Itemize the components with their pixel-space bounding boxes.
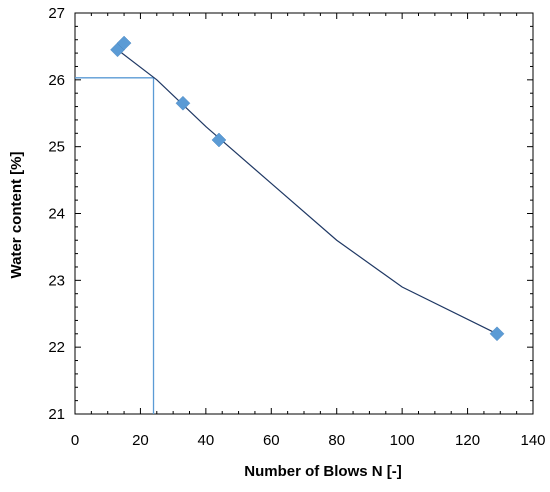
plot-frame [74,12,534,415]
y-tick-label: 23 [48,272,65,289]
x-tick-label: 80 [328,432,345,449]
x-axis-title: Number of Blows N [-] [244,463,402,480]
y-tick-label: 22 [48,339,65,356]
y-tick-label: 21 [48,406,65,423]
x-tick-label: 120 [455,432,480,449]
data-point-marker [489,326,505,342]
x-tick-label: 140 [520,432,545,449]
y-tick-label: 27 [48,5,65,22]
guide-line [75,77,155,414]
y-tick-label: 26 [48,72,65,89]
y-axis-title: Water content [%] [8,152,25,279]
plot-area: 0 20 40 60 80 100 120 140 21 22 23 24 25 26 27 [48,5,545,449]
y-tick-label: 24 [48,206,65,223]
trendline [117,49,498,335]
y-tick-label: 25 [48,139,65,156]
x-tick-label: 40 [198,432,215,449]
data-point-marker [211,132,227,148]
x-tick-label: 60 [263,432,280,449]
data-point-marker [175,95,191,111]
data-point-marker [116,35,132,51]
x-tick-label: 100 [390,432,415,449]
x-tick-label: 0 [71,432,79,449]
x-tick-label: 20 [132,432,149,449]
